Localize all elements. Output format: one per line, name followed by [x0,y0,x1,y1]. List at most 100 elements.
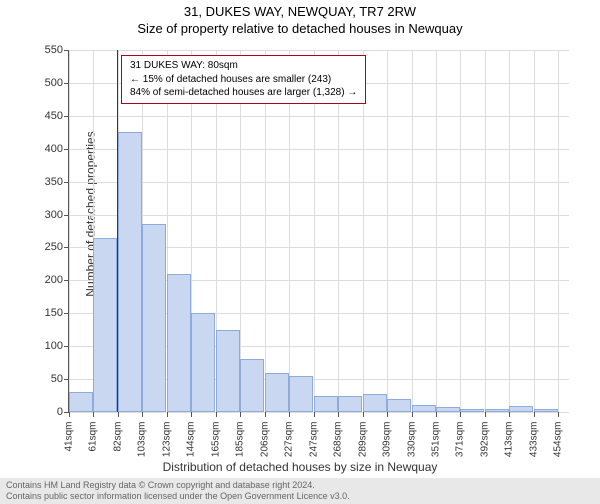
xtick-mark [558,412,559,417]
gridline-v [338,50,339,412]
xtick-mark [436,412,437,417]
xtick-label: 309sqm [382,422,393,458]
ytick-label: 400 [45,143,69,155]
xtick-mark [265,412,266,417]
xtick-mark [387,412,388,417]
xtick-label: 82sqm [112,422,123,452]
xtick-mark [363,412,364,417]
xtick-label: 206sqm [259,422,270,458]
gridline-v [509,50,510,412]
histogram-bar [240,359,264,412]
xtick-label: 185sqm [235,422,246,458]
footer-line: Contains public sector information licen… [6,491,594,502]
xtick-mark [485,412,486,417]
xtick-mark [240,412,241,417]
histogram-bar [387,399,411,412]
ytick-label: 50 [51,373,69,385]
histogram-bar [289,376,313,412]
ytick-label: 300 [45,209,69,221]
xtick-mark [118,412,119,417]
histogram-bar [93,238,117,412]
xtick-mark [534,412,535,417]
gridline-v [69,50,70,412]
gridline-v [436,50,437,412]
histogram-bar [142,224,166,412]
histogram-bar [69,392,93,412]
histogram-bar [216,330,240,412]
annotation-line: 84% of semi-detached houses are larger (… [130,86,357,100]
histogram-bar [436,407,460,412]
xtick-mark [93,412,94,417]
page-title: 31, DUKES WAY, NEWQUAY, TR7 2RW [0,4,600,19]
histogram-bar [485,409,509,412]
gridline-h [69,50,569,51]
gridline-v [460,50,461,412]
histogram-bar [534,409,558,412]
xtick-label: 351sqm [431,422,442,458]
gridline-v [387,50,388,412]
xtick-mark [167,412,168,417]
ytick-label: 250 [45,241,69,253]
xtick-mark [69,412,70,417]
ytick-label: 450 [45,110,69,122]
gridline-h [69,215,569,216]
xtick-label: 144sqm [186,422,197,458]
xtick-mark [412,412,413,417]
xtick-label: 165sqm [210,422,221,458]
ytick-label: 150 [45,307,69,319]
xtick-label: 41sqm [64,422,75,452]
histogram-bar [363,394,387,412]
xtick-label: 330sqm [406,422,417,458]
chart-subtitle: Size of property relative to detached ho… [0,21,600,36]
histogram-bar [265,373,289,412]
histogram-bar [460,409,484,412]
xtick-label: 103sqm [137,422,148,458]
xtick-label: 454sqm [553,422,564,458]
marker-line [117,50,118,412]
xtick-label: 433sqm [528,422,539,458]
ytick-label: 550 [45,44,69,56]
xtick-label: 247sqm [308,422,319,458]
footer-line: Contains HM Land Registry data © Crown c… [6,480,594,491]
gridline-v [558,50,559,412]
gridline-v [363,50,364,412]
gridline-h [69,412,569,413]
xtick-label: 268sqm [333,422,344,458]
gridline-h [69,149,569,150]
gridline-v [485,50,486,412]
gridline-v [240,50,241,412]
annotation-line: 31 DUKES WAY: 80sqm [130,59,357,73]
xtick-label: 371sqm [455,422,466,458]
copyright-footer: Contains HM Land Registry data © Crown c… [0,478,600,504]
gridline-v [265,50,266,412]
histogram-bar [509,406,533,412]
gridline-v [534,50,535,412]
histogram-bar [412,405,436,412]
histogram-bar [191,313,215,412]
xtick-label: 227sqm [284,422,295,458]
histogram-bar [338,396,362,412]
ytick-label: 350 [45,176,69,188]
gridline-h [69,182,569,183]
annotation-box: 31 DUKES WAY: 80sqm← 15% of detached hou… [121,55,366,104]
xtick-label: 392sqm [479,422,490,458]
xtick-mark [191,412,192,417]
gridline-v [314,50,315,412]
x-axis-label: Distribution of detached houses by size … [0,460,600,474]
annotation-line: ← 15% of detached houses are smaller (24… [130,73,357,87]
xtick-mark [338,412,339,417]
ytick-label: 500 [45,77,69,89]
xtick-mark [460,412,461,417]
ytick-label: 0 [57,406,69,418]
histogram-bar [167,274,191,412]
histogram-chart: 05010015020025030035040045050055041sqm61… [68,50,569,413]
xtick-label: 61sqm [88,422,99,452]
xtick-mark [509,412,510,417]
xtick-mark [216,412,217,417]
xtick-label: 123sqm [161,422,172,458]
histogram-bar [314,396,338,412]
ytick-label: 100 [45,340,69,352]
ytick-label: 200 [45,274,69,286]
gridline-v [289,50,290,412]
xtick-label: 413sqm [504,422,515,458]
